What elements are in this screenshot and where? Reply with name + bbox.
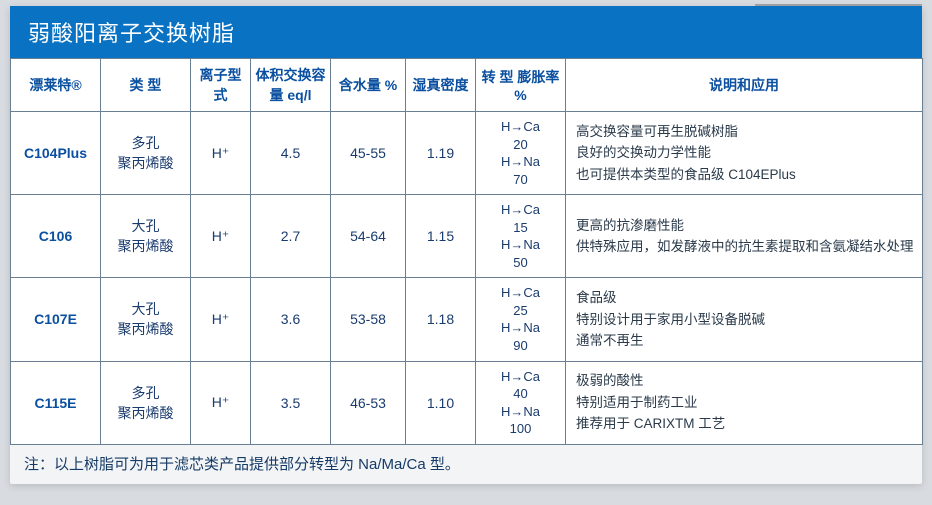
th-ion: 离子型式	[191, 59, 251, 112]
cell-conversion: H→Ca15H→Na50	[476, 195, 566, 278]
cell-density: 1.19	[406, 112, 476, 195]
cell-description: 食品级特别设计用于家用小型设备脱碱通常不再生	[566, 278, 923, 361]
cell-product: C104Plus	[11, 112, 101, 195]
cell-conversion: H→Ca40H→Na100	[476, 361, 566, 444]
th-type: 类 型	[101, 59, 191, 112]
footnote: 注：以上树脂可为用于滤芯类产品提供部分转型为 Na/Ma/Ca 型。	[10, 445, 922, 484]
cell-ion: H⁺	[191, 361, 251, 444]
table-body: C104Plus多孔聚丙烯酸H⁺4.545-551.19H→Ca20H→Na70…	[11, 112, 923, 445]
cell-type: 多孔聚丙烯酸	[101, 112, 191, 195]
cell-water: 53-58	[331, 278, 406, 361]
table-header-row: 漂莱特® 类 型 离子型式 体积交换容量 eq/l 含水量 % 湿真密度 转 型…	[11, 59, 923, 112]
cell-type: 大孔聚丙烯酸	[101, 278, 191, 361]
th-product: 漂莱特®	[11, 59, 101, 112]
cell-product: C115E	[11, 361, 101, 444]
cell-water: 46-53	[331, 361, 406, 444]
cell-conversion: H→Ca20H→Na70	[476, 112, 566, 195]
table-row: C115E多孔聚丙烯酸H⁺3.546-531.10H→Ca40H→Na100极弱…	[11, 361, 923, 444]
cell-ion: H⁺	[191, 278, 251, 361]
resin-table: 漂莱特® 类 型 离子型式 体积交换容量 eq/l 含水量 % 湿真密度 转 型…	[10, 58, 923, 445]
title-bar: 弱酸阳离子交换树脂	[10, 6, 922, 58]
cell-description: 高交换容量可再生脱碱树脂良好的交换动力学性能也可提供本类型的食品级 C104EP…	[566, 112, 923, 195]
cell-ion: H⁺	[191, 195, 251, 278]
cell-type: 大孔聚丙烯酸	[101, 195, 191, 278]
cell-water: 54-64	[331, 195, 406, 278]
cell-capacity: 3.5	[251, 361, 331, 444]
table-row: C107E大孔聚丙烯酸H⁺3.653-581.18H→Ca25H→Na90食品级…	[11, 278, 923, 361]
th-density: 湿真密度	[406, 59, 476, 112]
cell-capacity: 3.6	[251, 278, 331, 361]
cell-description: 更高的抗渗磨性能供特殊应用，如发酵液中的抗生素提取和含氨凝结水处理	[566, 195, 923, 278]
cell-description: 极弱的酸性特别适用于制药工业推荐用于 CARIXTM 工艺	[566, 361, 923, 444]
th-conv: 转 型 膨胀率 %	[476, 59, 566, 112]
cell-capacity: 4.5	[251, 112, 331, 195]
cell-conversion: H→Ca25H→Na90	[476, 278, 566, 361]
cell-product: C106	[11, 195, 101, 278]
cell-water: 45-55	[331, 112, 406, 195]
table-row: C106大孔聚丙烯酸H⁺2.754-641.15H→Ca15H→Na50更高的抗…	[11, 195, 923, 278]
cell-ion: H⁺	[191, 112, 251, 195]
th-water: 含水量 %	[331, 59, 406, 112]
table-row: C104Plus多孔聚丙烯酸H⁺4.545-551.19H→Ca20H→Na70…	[11, 112, 923, 195]
th-capacity: 体积交换容量 eq/l	[251, 59, 331, 112]
cell-capacity: 2.7	[251, 195, 331, 278]
cell-density: 1.15	[406, 195, 476, 278]
cell-density: 1.18	[406, 278, 476, 361]
document-card: 弱酸阳离子交换树脂 漂莱特® 类 型 离子型式 体积交换容量 eq/l 含水量 …	[10, 6, 922, 484]
th-desc: 说明和应用	[566, 59, 923, 112]
cell-density: 1.10	[406, 361, 476, 444]
cell-type: 多孔聚丙烯酸	[101, 361, 191, 444]
cell-product: C107E	[11, 278, 101, 361]
